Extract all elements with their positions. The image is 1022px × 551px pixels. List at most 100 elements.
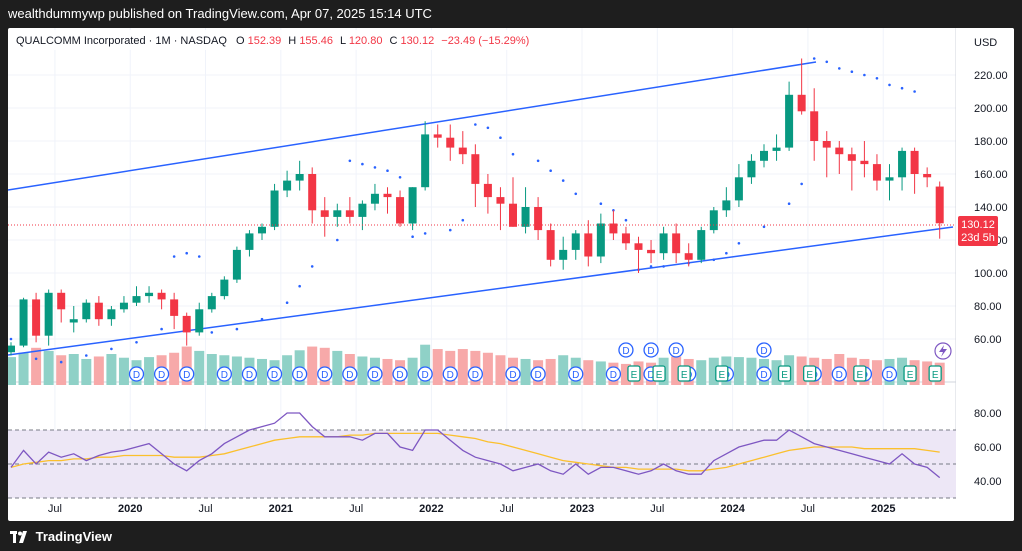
- candle-body: [132, 296, 141, 303]
- dividend-marker-circle: [668, 342, 684, 358]
- candle-body: [182, 315, 191, 333]
- dividend-marker: D: [342, 366, 358, 382]
- channel-lower-line[interactable]: [8, 226, 954, 356]
- dividend-marker: D: [241, 366, 258, 382]
- dividend-marker-label: D: [673, 346, 680, 357]
- candle-body: [44, 292, 53, 336]
- earnings-marker-box: [715, 365, 729, 382]
- candle-body: [396, 197, 405, 224]
- dividend-marker: D: [668, 342, 684, 358]
- volume-bar: [457, 349, 468, 385]
- sar-dot: [336, 238, 339, 242]
- dividend-marker-circle: [643, 342, 659, 358]
- dividend-marker-label: D: [158, 370, 165, 381]
- sar-dot: [423, 232, 427, 235]
- currency-label[interactable]: USD: [974, 37, 997, 49]
- volume-bar: [846, 357, 857, 385]
- trend-channel[interactable]: [8, 61, 954, 356]
- time-tick-label: Jul: [198, 503, 212, 515]
- candle-body: [847, 154, 856, 161]
- sar-dot: [461, 218, 465, 222]
- earnings-marker-label: E: [631, 370, 638, 381]
- dividend-marker: D: [756, 342, 772, 358]
- price-axis[interactable]: USD 60.0080.00100.00120.00140.00160.0018…: [956, 28, 1014, 521]
- candle-body: [258, 226, 266, 234]
- candle-body: [923, 174, 932, 178]
- volume-bar: [206, 354, 217, 385]
- svg-text:QUALCOMM Incorporated · 1M · N: QUALCOMM Incorporated · 1M · NASDAQ O 15…: [16, 35, 529, 47]
- candle-body: [772, 147, 781, 151]
- candle-body: [910, 150, 919, 174]
- volume-bar: [169, 352, 180, 385]
- dividend-marker-circle: [568, 366, 584, 382]
- dividend-marker-circle: [618, 342, 634, 358]
- dividend-marker: D: [530, 366, 546, 382]
- dividend-marker-label: D: [760, 370, 767, 381]
- candle-body: [207, 296, 216, 310]
- candle-body: [308, 174, 317, 211]
- volume-bar: [31, 347, 42, 385]
- candle-body: [408, 187, 417, 224]
- event-markers[interactable]: DDDDDDDDDDDDDDDDDDDDDDDDDDDDDDEEEEEEEEE: [128, 342, 942, 382]
- candle-body: [94, 302, 103, 320]
- dividend-marker-label: D: [622, 346, 629, 357]
- low-label: L: [340, 35, 346, 47]
- candle-body: [32, 299, 41, 336]
- dividend-marker-label: D: [836, 370, 843, 381]
- chart-canvas[interactable]: DDDDDDDDDDDDDDDDDDDDDDDDDDDDDDEEEEEEEEE …: [8, 28, 1014, 521]
- dividend-marker-label: D: [271, 370, 278, 381]
- rsi-line: [10, 412, 941, 479]
- dividend-marker: D: [568, 366, 584, 382]
- time-axis[interactable]: Jul 2020 Jul 2021 Jul 2022 Jul 2023 Jul 2024 Jul 20…: [48, 503, 896, 515]
- symbol-name[interactable]: QUALCOMM Incorporated · 1M · NASDAQ: [16, 35, 227, 47]
- volume-bar: [18, 352, 29, 385]
- volume-bar: [746, 357, 757, 385]
- dividend-marker-label: D: [183, 370, 190, 381]
- dividend-marker: D: [317, 366, 333, 382]
- earnings-marker-label: E: [681, 370, 688, 381]
- sar-dot: [411, 235, 414, 238]
- indicator-icon[interactable]: [934, 342, 952, 360]
- tradingview-logo-icon: [10, 530, 27, 543]
- sar-dot: [875, 77, 879, 80]
- candle-body: [320, 210, 329, 217]
- chart-frame[interactable]: DDDDDDDDDDDDDDDDDDDDDDDDDDDDDDEEEEEEEEE …: [8, 28, 1014, 521]
- volume-bar: [595, 361, 606, 385]
- earnings-marker: E: [853, 365, 867, 382]
- dividend-marker: D: [128, 366, 145, 382]
- dividend-marker: D: [367, 366, 383, 382]
- dividend-marker-circle: [756, 366, 772, 382]
- dividend-marker: D: [881, 366, 898, 382]
- volume-bar: [482, 352, 493, 385]
- dividend-marker-circle: [417, 366, 433, 382]
- volume-bar: [257, 358, 267, 385]
- channel-upper-line[interactable]: [8, 61, 817, 191]
- dividend-marker-label: D: [371, 370, 378, 381]
- parabolic-sar: [9, 57, 916, 364]
- volume-bar: [181, 346, 192, 385]
- sar-dot: [310, 265, 314, 268]
- sar-dot: [298, 284, 301, 288]
- rsi-band: [8, 429, 956, 499]
- candle-body: [747, 160, 756, 178]
- dividend-marker-label: D: [221, 370, 228, 381]
- volume-bar: [520, 358, 531, 385]
- volume-bar: [106, 354, 117, 385]
- candle-body: [8, 345, 15, 353]
- earnings-marker: E: [677, 365, 691, 382]
- dividend-marker-label: D: [133, 370, 140, 381]
- legend[interactable]: QUALCOMM Incorporated · 1M · NASDAQ O 15…: [10, 30, 529, 50]
- volume-bar: [771, 360, 782, 385]
- earnings-marker: E: [715, 365, 729, 382]
- volume-bar: [495, 355, 506, 385]
- candle-body: [458, 147, 467, 155]
- sar-dot: [850, 70, 854, 73]
- candle-body: [722, 200, 731, 211]
- sar-dot: [662, 265, 665, 268]
- dividend-marker-label: D: [447, 370, 454, 381]
- candle-body: [885, 177, 894, 181]
- volume-bar: [357, 356, 368, 385]
- open-value: 152.39: [248, 35, 282, 47]
- candle-body: [107, 309, 116, 320]
- sar-dot: [838, 67, 841, 70]
